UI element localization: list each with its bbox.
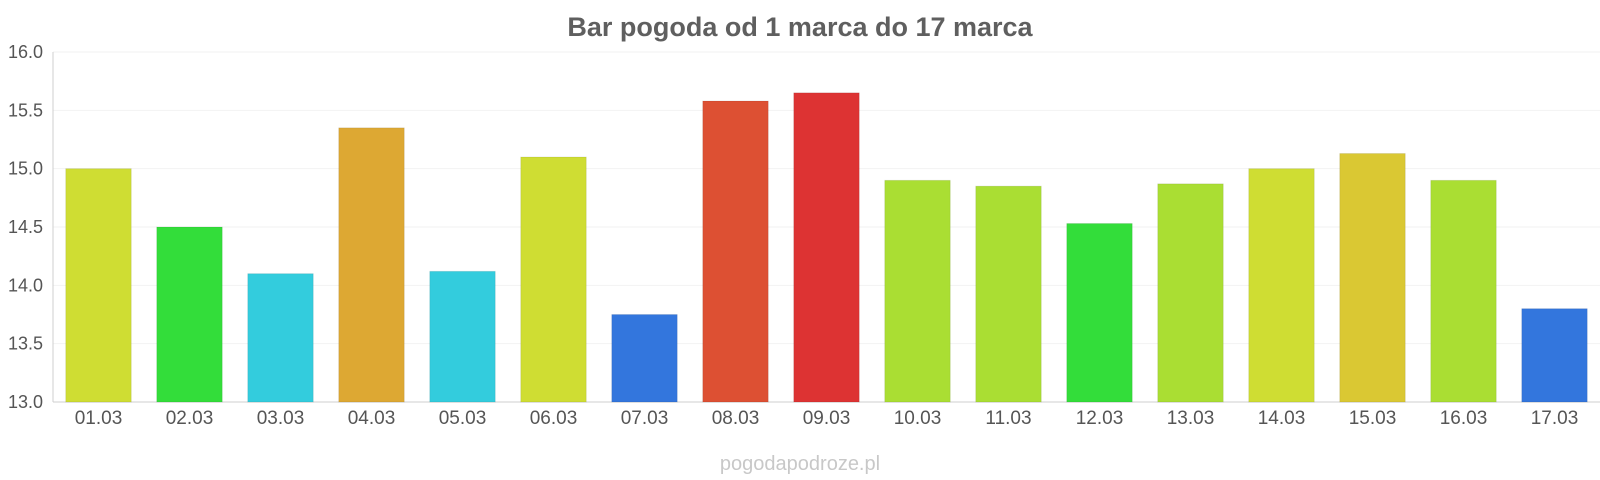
y-tick-labels: 13.0 13.5 14.0 14.5 15.0 15.5 16.0 xyxy=(8,42,43,412)
bar-03.03 xyxy=(247,273,314,403)
bar-12.03 xyxy=(1066,223,1133,403)
x-tick-label: 08.03 xyxy=(712,408,760,429)
bar-07.03 xyxy=(611,314,678,403)
bar-15.03 xyxy=(1339,153,1406,403)
bar-08.03 xyxy=(702,100,769,403)
x-tick-label: 03.03 xyxy=(257,408,305,429)
y-tick-label: 15.5 xyxy=(8,100,43,120)
x-tick-label: 12.03 xyxy=(1076,408,1124,429)
x-tick-label: 10.03 xyxy=(894,408,942,429)
x-tick-label: 01.03 xyxy=(75,408,123,429)
bars xyxy=(65,92,1588,403)
bar-06.03 xyxy=(520,156,587,403)
x-tick-label: 17.03 xyxy=(1531,408,1579,429)
y-tick-label: 13.5 xyxy=(8,334,43,354)
chart-title: Bar pogoda od 1 marca do 17 marca xyxy=(567,12,1033,42)
x-tick-label: 16.03 xyxy=(1440,408,1488,429)
x-tick-label: 15.03 xyxy=(1349,408,1397,429)
x-tick-label: 04.03 xyxy=(348,408,396,429)
x-tick-label: 02.03 xyxy=(166,408,214,429)
x-tick-labels: 01.03 02.03 03.03 04.03 05.03 06.03 07.03 08.03… xyxy=(75,408,1579,429)
source-watermark: pogodapodroze.pl xyxy=(720,453,880,475)
bar-11.03 xyxy=(975,185,1042,403)
bar-17.03 xyxy=(1521,308,1588,403)
x-tick-label: 07.03 xyxy=(621,408,669,429)
y-tick-label: 14.5 xyxy=(8,217,43,237)
bar-10.03 xyxy=(884,179,951,403)
bar-05.03 xyxy=(429,270,496,403)
bar-04.03 xyxy=(338,127,405,403)
x-tick-label: 14.03 xyxy=(1258,408,1306,429)
x-tick-label: 13.03 xyxy=(1167,408,1215,429)
y-tick-label: 15.0 xyxy=(8,159,43,179)
bar-01.03 xyxy=(65,168,132,403)
bar-02.03 xyxy=(156,226,223,403)
x-tick-label: 05.03 xyxy=(439,408,487,429)
bar-14.03 xyxy=(1248,168,1315,403)
y-tick-label: 16.0 xyxy=(8,42,43,62)
x-tick-label: 06.03 xyxy=(530,408,578,429)
y-tick-label: 13.0 xyxy=(8,392,43,412)
bar-09.03 xyxy=(793,92,860,403)
bar-13.03 xyxy=(1157,183,1224,403)
bar-16.03 xyxy=(1430,179,1497,403)
x-tick-label: 09.03 xyxy=(803,408,851,429)
y-tick-label: 14.0 xyxy=(8,275,43,295)
x-tick-label: 11.03 xyxy=(985,408,1031,429)
